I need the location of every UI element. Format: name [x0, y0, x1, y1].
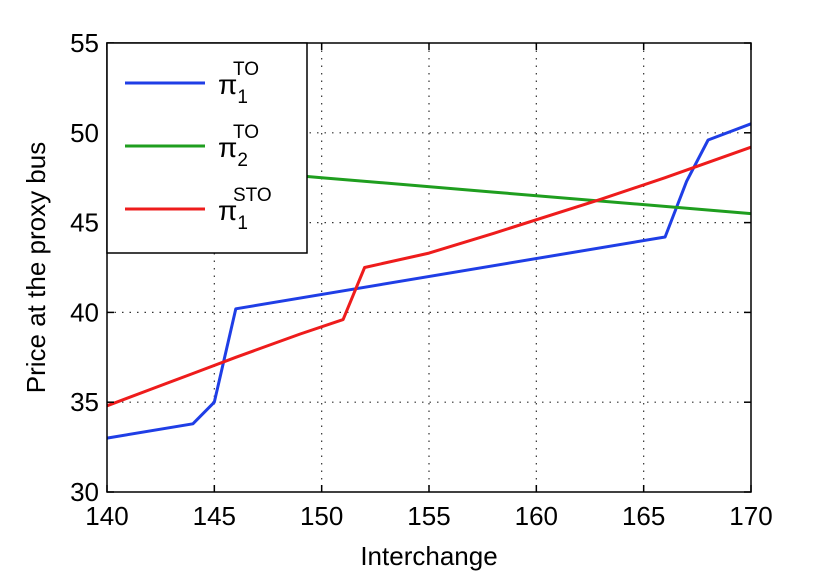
x-tick-label: 160: [515, 501, 558, 531]
legend-entry-label: π1TO: [218, 59, 259, 108]
x-tick-label: 165: [622, 501, 665, 531]
y-tick-label: 55: [70, 28, 99, 58]
x-tick-label: 155: [407, 501, 450, 531]
y-tick-label: 30: [70, 477, 99, 507]
x-axis-label: Interchange: [360, 541, 497, 571]
axis-ticks: 140 145 150 155 160 165 170 30 35 40 45 50 55: [70, 28, 773, 531]
y-tick-label: 50: [70, 118, 99, 148]
legend: π1TO π2TO π1STO: [106, 42, 308, 254]
legend-entry-label: π2TO: [218, 122, 259, 171]
y-tick-label: 40: [70, 297, 99, 327]
x-tick-label: 150: [300, 501, 343, 531]
x-tick-label: 170: [729, 501, 772, 531]
x-tick-label: 140: [85, 501, 128, 531]
y-tick-label: 35: [70, 387, 99, 417]
legend-box: [106, 42, 308, 254]
x-tick-label: 145: [193, 501, 236, 531]
y-tick-label: 45: [70, 208, 99, 238]
series-line-3: [106, 145, 752, 408]
legend-entry-label: π1STO: [218, 185, 272, 234]
series-line-1: [106, 122, 752, 440]
y-axis-label: Price at the proxy bus: [21, 142, 51, 393]
